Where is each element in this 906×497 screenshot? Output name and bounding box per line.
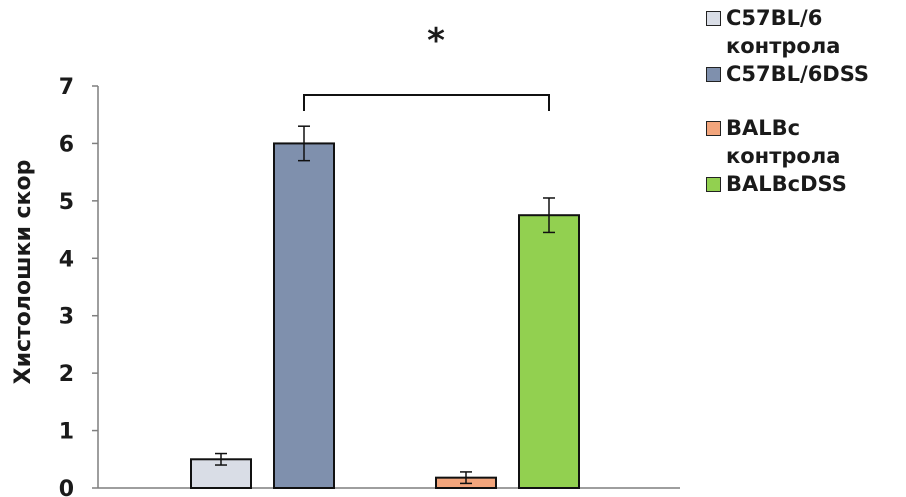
legend-swatch (706, 177, 721, 192)
y-tick-label: 3 (59, 305, 74, 330)
legend-item-c57bl6-control: C57BL/6 контрола (706, 4, 902, 60)
legend-swatch (706, 121, 721, 136)
axes: 0 1 2 3 4 5 6 7 (59, 75, 680, 497)
legend-item-c57bl6-dss: C57BL/6DSS (706, 60, 902, 88)
y-tick-label: 7 (59, 75, 74, 100)
legend-item-balbc-dss: BALBcDSS (706, 170, 902, 198)
legend: C57BL/6 контрола C57BL/6DSS BALBc контро… (706, 4, 902, 198)
significance-bracket (303, 94, 550, 111)
bar (518, 214, 580, 489)
legend-swatch (706, 11, 721, 26)
y-tick-label: 6 (59, 132, 74, 157)
y-tick-label: 0 (59, 477, 74, 497)
y-axis-label: Хистолошки скор (11, 160, 36, 385)
legend-item-balbc-control: BALBc контрола (706, 114, 902, 170)
y-tick-label: 5 (59, 190, 74, 215)
legend-label: BALBcDSS (726, 172, 847, 196)
legend-swatch (706, 67, 721, 82)
significance-marker: * (427, 21, 445, 61)
bracket-line (303, 94, 550, 111)
y-tick-label: 1 (59, 420, 74, 445)
y-tick-label: 4 (59, 247, 74, 272)
legend-label: BALBc контрола (726, 116, 841, 168)
legend-label: C57BL/6DSS (726, 62, 870, 86)
error-bars (215, 125, 555, 485)
y-tick-label: 2 (59, 362, 74, 387)
bar (273, 142, 335, 490)
legend-label: C57BL/6 контрола (726, 6, 841, 58)
bars (190, 142, 580, 490)
